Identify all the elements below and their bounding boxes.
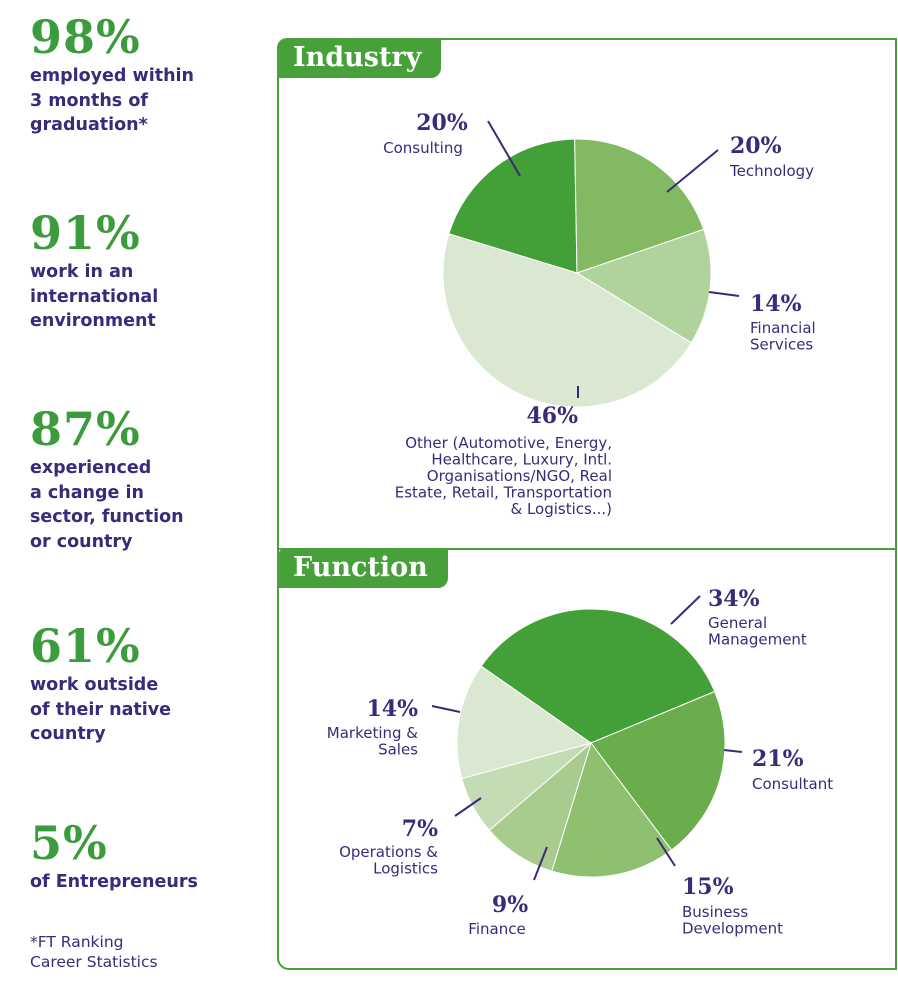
function-panel: Function (277, 548, 897, 970)
footnote-line: Career Statistics (30, 953, 158, 971)
stat-line: 3 months of (30, 90, 148, 111)
stat-line: a change in (30, 482, 144, 503)
stat-line: experienced (30, 458, 152, 478)
stat-value: 87% (30, 402, 141, 456)
stat-change: 87% experienced a change in sector, func… (30, 406, 184, 554)
stat-line: or country (30, 531, 133, 552)
industry-title: Industry (277, 38, 442, 78)
stat-employed: 98% employed within 3 months of graduati… (30, 14, 194, 138)
stat-line: environment (30, 311, 156, 331)
stat-outside-country: 61% work outside of their native country (30, 623, 171, 747)
stat-description: employed within 3 months of graduation* (30, 64, 194, 138)
stat-international: 91% work in an international environment (30, 210, 158, 334)
stat-value: 91% (30, 206, 141, 260)
stat-value: 61% (30, 619, 141, 673)
stat-line: country (30, 724, 106, 744)
stat-entrepreneurs: 5% of Entrepreneurs (30, 820, 198, 895)
industry-panel: Industry (277, 38, 897, 552)
stat-line: work outside (30, 675, 159, 695)
footnote: *FT Ranking Career Statistics (30, 932, 158, 972)
stat-description: of Entrepreneurs (30, 870, 198, 895)
stat-value: 98% (30, 10, 141, 64)
stat-value: 5% (30, 816, 108, 870)
stat-line: of their native (30, 699, 172, 720)
stat-line: international (30, 286, 159, 307)
stat-line: sector, function (30, 507, 184, 527)
stat-line: work in an (30, 262, 134, 282)
stat-description: work outside of their native country (30, 673, 171, 747)
function-title: Function (277, 548, 448, 588)
footnote-line: *FT Ranking (30, 933, 124, 951)
stat-description: experienced a change in sector, function… (30, 456, 184, 554)
stat-description: work in an international environment (30, 260, 158, 334)
stat-line: graduation* (30, 115, 148, 135)
stat-line: of Entrepreneurs (30, 872, 198, 892)
stat-line: employed within (30, 66, 194, 86)
